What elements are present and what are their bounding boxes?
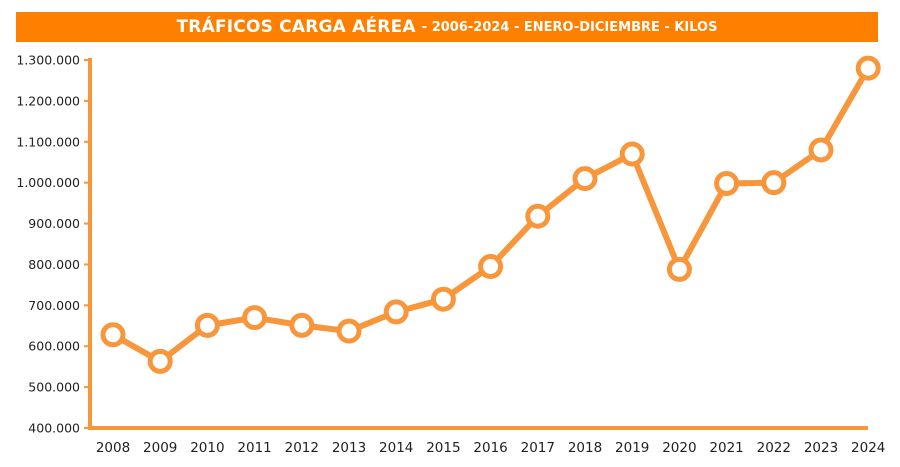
- data-point: [430, 286, 456, 312]
- data-point: [336, 318, 362, 344]
- y-tick-label: 400.000: [28, 421, 80, 436]
- chart-subtitle: - 2006-2024 - ENERO-DICIEMBRE - KILOS: [421, 19, 718, 35]
- data-point: [478, 253, 504, 279]
- data-point: [100, 322, 126, 348]
- data-point: [242, 305, 268, 331]
- x-tick-label: 2015: [426, 440, 460, 456]
- x-tick-label: 2020: [662, 440, 696, 456]
- data-point: [808, 137, 834, 163]
- x-tick-label: 2023: [804, 440, 838, 456]
- x-tick-label: 2010: [190, 440, 224, 456]
- data-point: [289, 312, 315, 338]
- y-tick-label: 1.100.000: [16, 134, 80, 149]
- x-tick-label: 2008: [96, 440, 130, 456]
- x-tick-label: 2013: [332, 440, 366, 456]
- y-tick-label: 800.000: [28, 257, 80, 272]
- chart-title-bar: TRÁFICOS CARGA AÉREA - 2006-2024 - ENERO…: [16, 12, 878, 42]
- x-tick-label: 2024: [851, 440, 885, 456]
- x-tick-label: 2014: [379, 440, 413, 456]
- x-tick-label: 2019: [615, 440, 649, 456]
- x-tick-label: 2017: [521, 440, 555, 456]
- y-tick-label: 600.000: [28, 339, 80, 354]
- data-point: [761, 170, 787, 196]
- y-tick-label: 1.300.000: [16, 53, 80, 68]
- data-point: [572, 166, 598, 192]
- data-point: [194, 312, 220, 338]
- x-tick-label: 2011: [237, 440, 271, 456]
- data-point: [147, 348, 173, 374]
- data-point: [619, 141, 645, 167]
- data-point: [666, 256, 692, 282]
- y-tick-label: 1.200.000: [16, 93, 80, 108]
- x-axis-labels: 2008 2009 2010 2011 2012 2013 2014 2015 2016 2017…: [96, 440, 886, 456]
- data-point: [525, 203, 551, 229]
- chart-axes: [88, 58, 868, 430]
- series-line: [110, 65, 872, 365]
- data-point: [383, 299, 409, 325]
- x-tick-label: 2018: [568, 440, 602, 456]
- data-point: [855, 55, 881, 81]
- x-tick-label: 2021: [709, 440, 743, 456]
- x-tick-label: 2012: [285, 440, 319, 456]
- y-axis-ticks: 400.000 500.000 600.000 700.000 800.000 900.0…: [16, 53, 90, 436]
- data-series: [100, 55, 881, 374]
- chart-title: TRÁFICOS CARGA AÉREA: [176, 17, 416, 37]
- x-tick-label: 2009: [143, 440, 177, 456]
- y-tick-label: 500.000: [28, 380, 80, 395]
- x-tick-label: 2022: [757, 440, 791, 456]
- y-tick-label: 900.000: [28, 216, 80, 231]
- y-tick-label: 1.000.000: [16, 175, 80, 190]
- data-point: [714, 170, 740, 196]
- y-tick-label: 700.000: [28, 298, 80, 313]
- x-tick-label: 2016: [473, 440, 507, 456]
